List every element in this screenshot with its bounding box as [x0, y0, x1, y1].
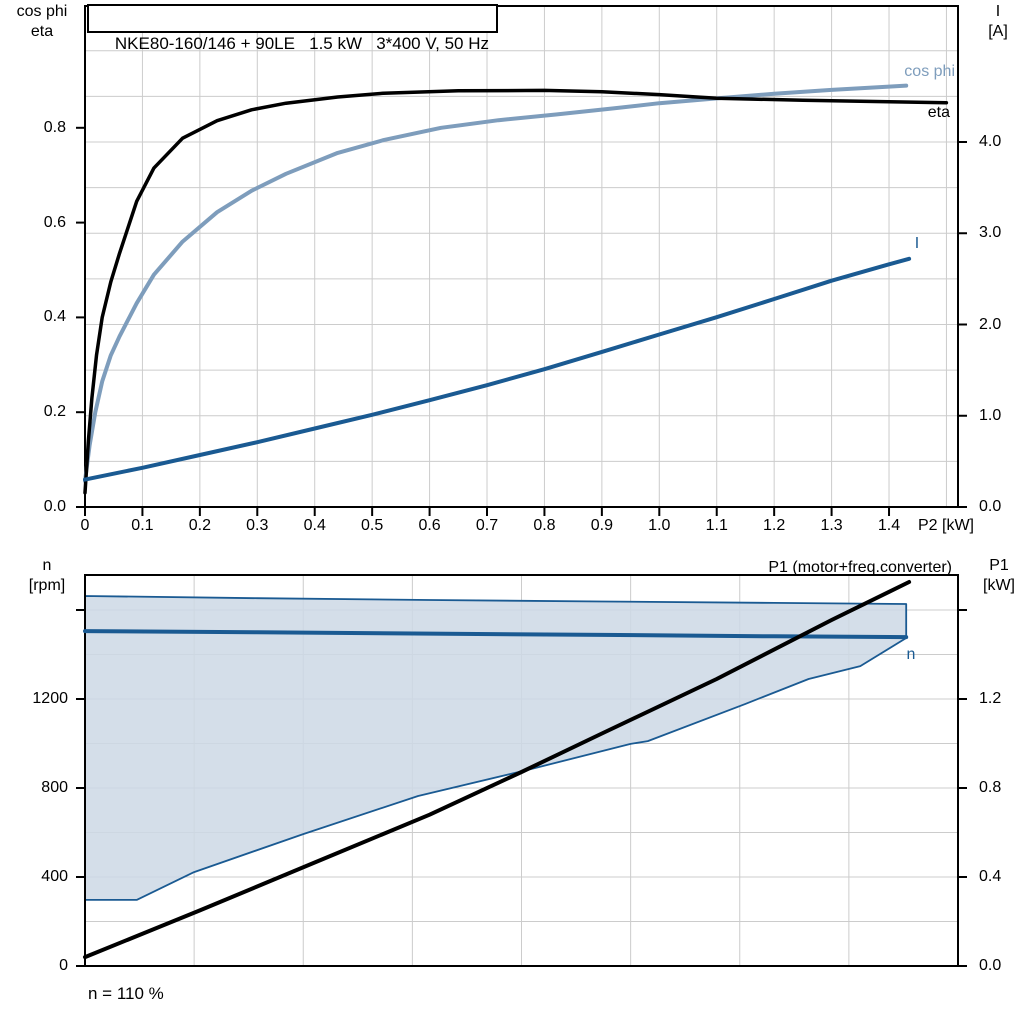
top-right-axis-title: I [A] — [974, 2, 1022, 42]
x-axis-tick-label: 0 — [80, 517, 90, 534]
bottom-right-tick-label: 0.0 — [979, 957, 1002, 974]
eta-curve-label: eta — [927, 104, 950, 121]
top-chart-frame — [84, 5, 959, 508]
top-left-tick-label: 0.6 — [43, 213, 66, 231]
current-curve — [83, 256, 912, 482]
x-axis-tick-label: 0.1 — [131, 517, 154, 534]
speed-axis-title: n — [42, 557, 52, 574]
x-axis-tick-label: 0.2 — [188, 517, 211, 534]
eta-axis-title: eta — [30, 23, 54, 40]
current-curve-label: I — [914, 235, 920, 252]
chart-title: NKE80-160/146 + 90LE 1.5 kW 3*400 V, 50 … — [114, 34, 489, 53]
x-axis-label: P2 [kW] — [917, 517, 974, 534]
top-left-tick-label: 0.2 — [43, 403, 66, 421]
top-left-axis-title: cos phi eta — [2, 2, 82, 42]
cos-phi-curve-label: cos phi — [904, 63, 955, 80]
x-axis-tick-label: 0.7 — [475, 517, 499, 534]
x-axis-tick-label: 0.4 — [303, 517, 326, 534]
x-axis-tick-label: 0.9 — [590, 517, 613, 534]
x-axis-tick-label: 1.4 — [877, 517, 901, 534]
bottom-left-tick-label: 1200 — [32, 690, 68, 707]
top-left-tick-label: 0.4 — [43, 308, 66, 326]
bottom-right-tick-label: 0.8 — [979, 779, 1002, 796]
cos-phi-curve — [83, 83, 909, 483]
chart-title-box: NKE80-160/146 + 90LE 1.5 kW 3*400 V, 50 … — [87, 4, 498, 53]
bottom-left-tick-label: 400 — [41, 868, 68, 885]
cos-phi-axis-title: cos phi — [16, 3, 68, 20]
top-right-tick-label: 2.0 — [979, 315, 1002, 333]
x-axis-tick-label: 0.5 — [361, 517, 384, 534]
p1-unit-label: [kW] — [983, 577, 1015, 594]
p1-axis-title: P1 — [989, 557, 1009, 574]
top-right-tick-label: 1.0 — [979, 406, 1002, 424]
x-axis-tick-label: 0.8 — [533, 517, 556, 534]
x-axis-tick-label: 0.6 — [418, 517, 441, 534]
bottom-right-axis-title: P1 [kW] — [974, 556, 1024, 596]
top-right-tick-label: 0.0 — [979, 498, 1002, 515]
speed-unit-label: [rpm] — [28, 577, 66, 594]
bottom-left-tick-label: 0 — [59, 957, 68, 974]
x-axis-tick-label: 1.2 — [763, 517, 786, 534]
p1-curve-label: P1 (motor+freq.converter) — [768, 559, 952, 576]
x-axis-tick-label: 1.0 — [648, 517, 671, 534]
bottom-left-axis-title: n [rpm] — [10, 556, 84, 596]
bottom-left-tick-label: 800 — [41, 779, 68, 796]
top-left-tick-label: 0.0 — [43, 498, 66, 515]
speed-percentage-note: n = 110 % — [88, 984, 164, 1003]
bottom-right-tick-label: 0.4 — [979, 868, 1002, 885]
top-right-tick-label: 4.0 — [979, 133, 1002, 150]
speed-envelope-area — [84, 595, 908, 901]
x-axis-tick-label: 1.3 — [820, 517, 843, 534]
eta-curve — [83, 88, 949, 495]
x-axis-tick-label: 1.1 — [705, 517, 728, 534]
current-unit-label: [A] — [988, 23, 1008, 40]
bottom-chart-frame — [84, 574, 959, 967]
x-axis-tick-label: 0.3 — [246, 517, 269, 534]
p1-curve — [83, 580, 912, 960]
current-axis-title: I — [995, 3, 1001, 20]
top-right-tick-label: 3.0 — [979, 224, 1002, 242]
bottom-right-tick-label: 1.2 — [979, 690, 1002, 707]
n-curve-label: n — [906, 646, 916, 663]
top-left-tick-label: 0.8 — [43, 118, 66, 136]
